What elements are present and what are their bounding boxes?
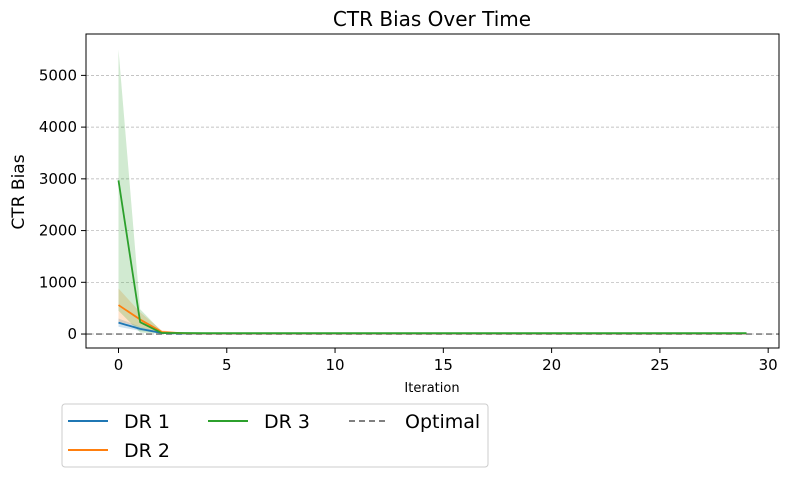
legend-label-dr-3: DR 3 [264,411,310,433]
x-tick-label-10: 10 [326,356,345,374]
legend-label-dr-2: DR 2 [124,440,170,462]
series-line-dr-3 [117,180,747,335]
y-axis: 0 1000 2000 3000 4000 5000 [39,66,86,343]
x-tick-label-25: 25 [650,356,669,374]
chart-title: CTR Bias Over Time [333,7,531,31]
plot-frame [85,33,780,349]
series-line-dr-2 [117,304,747,335]
legend-label-dr-1: DR 1 [124,411,170,433]
confidence-bands [118,49,747,334]
band-dr-3 [118,49,747,334]
y-tick-label-4000: 4000 [39,118,77,136]
x-tick-label-0: 0 [114,356,124,374]
y-tick-label-1000: 1000 [39,273,77,291]
y-tick-label-2000: 2000 [39,222,77,240]
x-tick-label-15: 15 [434,356,453,374]
x-axis-label: Iteration [404,381,459,396]
band-dr-1 [118,318,747,334]
legend-frame [61,403,489,468]
band-dr-2 [118,288,747,334]
x-tick-label-5: 5 [222,356,232,374]
y-axis-label: CTR Bias [9,154,29,229]
grid [86,75,779,335]
x-axis: 0 5 10 15 20 25 30 [114,348,778,374]
y-tick-label-5000: 5000 [39,66,77,84]
x-tick-label-30: 30 [759,356,778,374]
y-tick-label-3000: 3000 [39,170,77,188]
series-lines [117,180,747,335]
series-line-dr-1 [118,321,747,335]
y-tick-label-0: 0 [67,325,77,343]
legend: DR 1 DR 2 DR 3 Optimal [61,403,489,468]
legend-label-optimal: Optimal [405,411,480,433]
x-tick-label-20: 20 [542,356,561,374]
